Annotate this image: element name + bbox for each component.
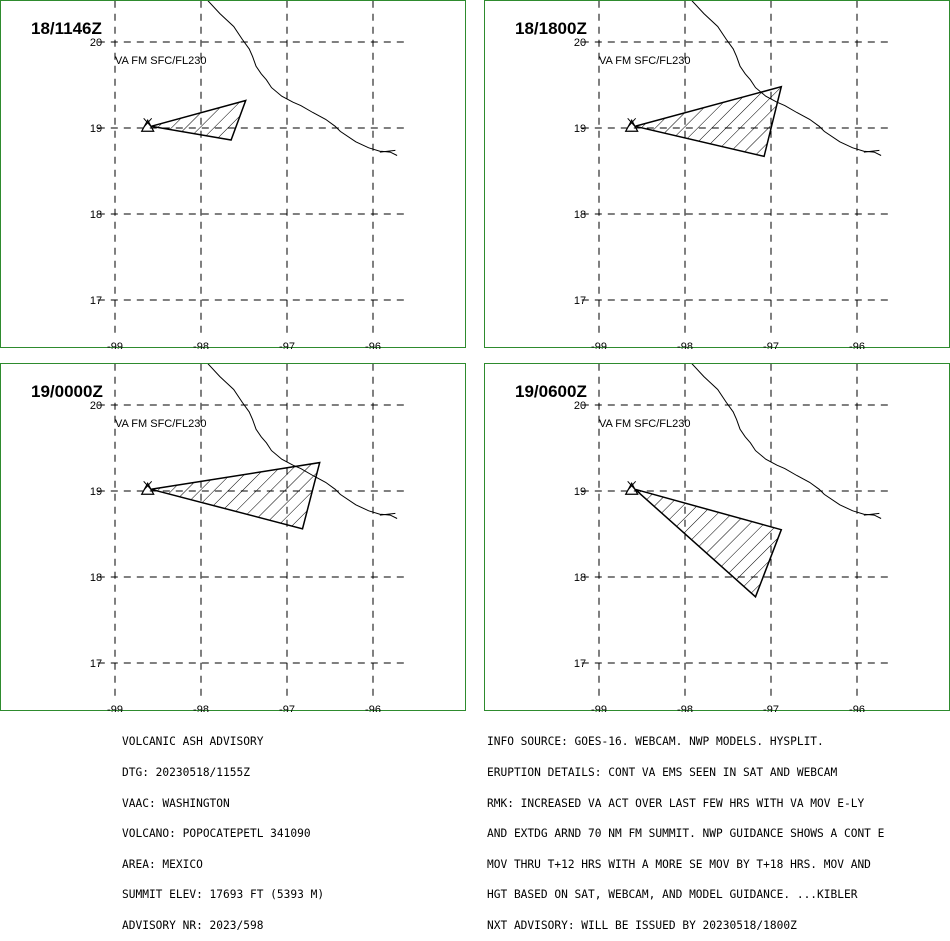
map-canvas: -99 -98 -97 -96 17 18 19 20	[574, 1, 889, 349]
ash-cloud-polygon	[634, 488, 783, 599]
advisory-line: AREA: MEXICO	[122, 857, 203, 871]
advisory-line: VAAC: WASHINGTON	[122, 796, 230, 810]
advisory-line: DTG: 20230518/1155Z	[122, 766, 250, 780]
panel-time-title: 18/1146Z	[31, 19, 102, 38]
advisory-line: INFO SOURCE: GOES-16. WEBCAM. NWP MODELS…	[487, 735, 824, 749]
map-panel: -99 -98 -97 -96 17 18 19 20 19/0000Z VA FM SFC/…	[0, 363, 466, 712]
latitude-tick-label: 20	[90, 37, 102, 49]
longitude-tick-label: -97	[763, 341, 779, 349]
longitude-tick-label: -97	[279, 704, 295, 712]
advisory-line: VOLCANO: POPOCATEPETL 341090	[122, 827, 311, 841]
advisory-line: NXT ADVISORY: WILL BE ISSUED BY 20230518…	[487, 919, 797, 933]
latitude-tick-label: 19	[574, 123, 586, 135]
latitude-tick-label: 18	[90, 572, 102, 584]
advisory-line: VOLCANIC ASH ADVISORY	[122, 735, 264, 749]
advisory-line: SUMMIT ELEV: 17693 FT (5393 M)	[122, 888, 325, 902]
map-panel: -99 -98 -97 -96 17 18 19 20 18/1800Z VA FM SFC/…	[484, 0, 950, 349]
longitude-tick-label: -98	[193, 704, 209, 712]
latitude-tick-label: 19	[574, 486, 586, 498]
latitude-tick-label: 17	[574, 295, 586, 307]
volcano-icon	[624, 480, 639, 495]
latitude-tick-label: 18	[574, 572, 586, 584]
volcano-icon	[140, 117, 155, 132]
map-canvas: -99 -98 -97 -96 17 18 19 20	[574, 364, 889, 712]
longitude-tick-label: -99	[591, 704, 607, 712]
panel-time-title: 19/0600Z	[515, 382, 587, 401]
latitude-tick-label: 20	[574, 400, 586, 412]
map-canvas: -99 -98 -97 -96 17 18 19 20	[90, 1, 405, 349]
longitude-tick-label: -98	[193, 341, 209, 349]
ash-layer-label: VA FM SFC/FL230	[599, 418, 691, 430]
longitude-tick-label: -96	[849, 704, 865, 712]
advisory-line: ERUPTION DETAILS: CONT VA EMS SEEN IN SA…	[487, 766, 838, 780]
ash-cloud-polygon	[634, 85, 783, 158]
coast-detail	[379, 512, 396, 516]
volcano-icon	[140, 480, 155, 495]
latitude-tick-label: 17	[90, 295, 102, 307]
longitude-tick-label: -96	[849, 341, 865, 349]
panel-time-title: 18/1800Z	[515, 19, 587, 38]
latitude-tick-label: 18	[90, 209, 102, 221]
ash-layer-label: VA FM SFC/FL230	[115, 55, 207, 67]
longitude-tick-label: -99	[591, 341, 607, 349]
ash-layer-label: VA FM SFC/FL230	[115, 418, 207, 430]
longitude-tick-label: -98	[677, 341, 693, 349]
advisory-line: ADVISORY NR: 2023/598	[122, 919, 264, 933]
ash-layer-label: VA FM SFC/FL230	[599, 55, 691, 67]
longitude-tick-label: -97	[763, 704, 779, 712]
map-canvas: -99 -98 -97 -96 17 18 19 20	[90, 364, 405, 712]
longitude-tick-label: -99	[107, 341, 123, 349]
volcano-icon	[624, 117, 639, 132]
ash-cloud-polygon	[150, 461, 321, 530]
panel-time-title: 19/0000Z	[31, 382, 103, 401]
latitude-tick-label: 17	[574, 658, 586, 670]
advisory-details-text: INFO SOURCE: GOES-16. WEBCAM. NWP MODELS…	[487, 717, 884, 941]
coast-detail	[863, 149, 880, 153]
latitude-tick-label: 20	[574, 37, 586, 49]
coast-detail	[863, 512, 880, 516]
coast-detail	[379, 149, 396, 153]
advisory-header-text: VOLCANIC ASH ADVISORY DTG: 20230518/1155…	[122, 717, 324, 941]
latitude-tick-label: 18	[574, 209, 586, 221]
advisory-line: RMK: INCREASED VA ACT OVER LAST FEW HRS …	[487, 796, 865, 810]
advisory-line: HGT BASED ON SAT, WEBCAM, AND MODEL GUID…	[487, 888, 858, 902]
coastline	[207, 364, 398, 519]
map-panel: -99 -98 -97 -96 17 18 19 20 18/1146Z VA FM SFC/…	[0, 0, 466, 349]
longitude-tick-label: -96	[365, 341, 381, 349]
advisory-line: AND EXTDG ARND 70 NM FM SUMMIT. NWP GUID…	[487, 827, 885, 841]
latitude-tick-label: 20	[90, 400, 102, 412]
ash-cloud-polygon	[150, 99, 247, 141]
advisory-line: MOV THRU T+12 HRS WITH A MORE SE MOV BY …	[487, 857, 871, 871]
map-panel: -99 -98 -97 -96 17 18 19 20 19/0600Z VA FM SFC/…	[484, 363, 950, 712]
latitude-tick-label: 19	[90, 486, 102, 498]
longitude-tick-label: -98	[677, 704, 693, 712]
coastline	[691, 364, 882, 519]
longitude-tick-label: -97	[279, 341, 295, 349]
latitude-tick-label: 19	[90, 123, 102, 135]
longitude-tick-label: -96	[365, 704, 381, 712]
coastline	[207, 1, 398, 156]
latitude-tick-label: 17	[90, 658, 102, 670]
longitude-tick-label: -99	[107, 704, 123, 712]
